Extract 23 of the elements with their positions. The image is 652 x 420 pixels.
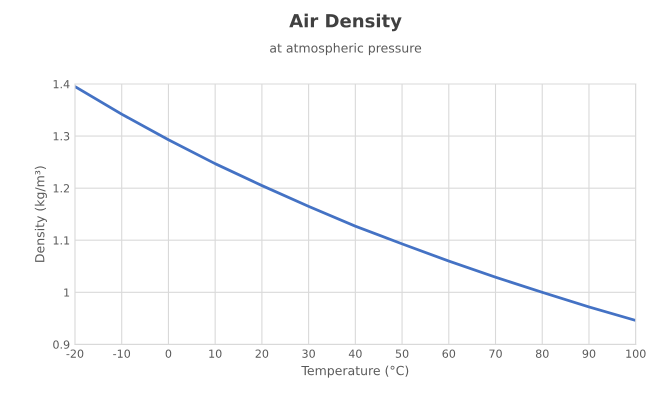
x-tick-label: -10 [113, 349, 130, 358]
chart-subtitle: at atmospheric pressure [270, 43, 422, 56]
x-tick-label: 0 [166, 349, 172, 358]
x-tick-label: 10 [209, 349, 222, 358]
x-axis-title: Temperature (°C) [301, 366, 408, 378]
x-tick-label: 80 [536, 349, 549, 358]
y-tick-label: 1 [64, 288, 70, 297]
x-tick-label: 90 [582, 349, 596, 358]
x-tick-label: 20 [256, 349, 268, 358]
y-tick-label: 1.3 [54, 132, 70, 140]
y-tick-label: 1.2 [54, 184, 70, 192]
chart-title: Air Density [289, 14, 402, 32]
x-tick-label: 40 [348, 349, 362, 358]
y-tick-label: 1.4 [54, 80, 70, 88]
x-tick-label: 70 [489, 349, 502, 358]
x-tick-label: 100 [626, 349, 646, 358]
y-tick-label: 0.9 [53, 340, 70, 349]
y-axis-title: Density (kg/m³) [34, 166, 47, 262]
x-tick-label: -20 [66, 349, 84, 358]
y-tick-label: 1.1 [54, 236, 70, 244]
x-tick-label: 30 [302, 349, 315, 358]
x-tick-label: 50 [396, 349, 408, 358]
x-tick-label: 60 [442, 349, 456, 358]
